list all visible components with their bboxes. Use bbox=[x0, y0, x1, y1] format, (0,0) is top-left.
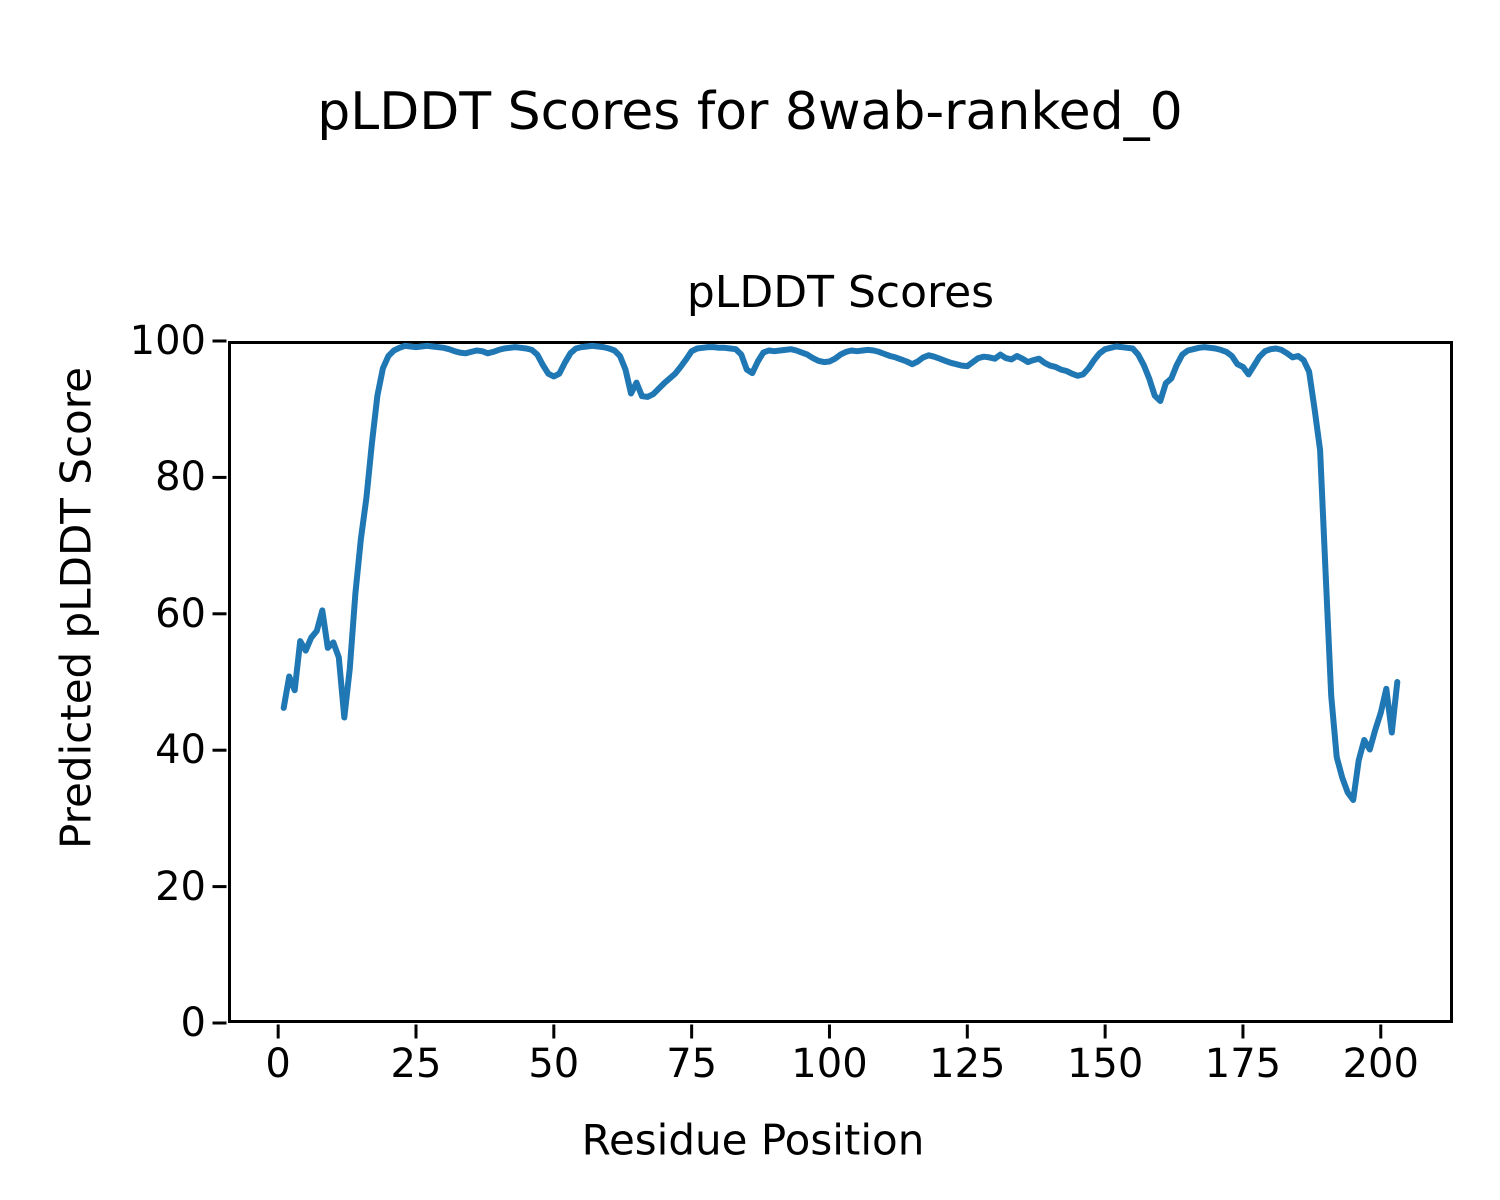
x-tick-marks bbox=[276, 1024, 1383, 1039]
y-axis-label: Predicted pLDDT Score bbox=[51, 367, 101, 849]
plot-frame bbox=[228, 341, 1453, 1023]
x-tick-label: 175 bbox=[1204, 1041, 1282, 1087]
x-tick-label: 75 bbox=[666, 1041, 718, 1087]
axes-title: pLDDT Scores bbox=[686, 267, 995, 318]
y-tick-marks bbox=[212, 339, 227, 1025]
y-tick-label: 0 bbox=[180, 1000, 206, 1046]
y-tick-label: 20 bbox=[155, 863, 206, 910]
x-tick-label: 125 bbox=[929, 1041, 1006, 1087]
y-tick-label: 100 bbox=[129, 318, 206, 364]
y-tick-label: 60 bbox=[155, 590, 206, 637]
y-tick-label: 80 bbox=[155, 454, 206, 501]
plddt-line bbox=[280, 342, 1401, 803]
x-tick-label: 0 bbox=[265, 1041, 291, 1087]
x-tick-label: 25 bbox=[390, 1041, 442, 1087]
x-axis-label: Residue Position bbox=[581, 1115, 925, 1165]
x-tick-label: 150 bbox=[1066, 1041, 1144, 1087]
figure-suptitle: pLDDT Scores for 8wab-ranked_0 bbox=[317, 82, 1183, 142]
x-tick-label: 200 bbox=[1342, 1041, 1419, 1087]
y-tick-label: 40 bbox=[155, 727, 206, 774]
x-tick-label: 50 bbox=[528, 1041, 580, 1087]
x-tick-label: 100 bbox=[791, 1041, 868, 1087]
